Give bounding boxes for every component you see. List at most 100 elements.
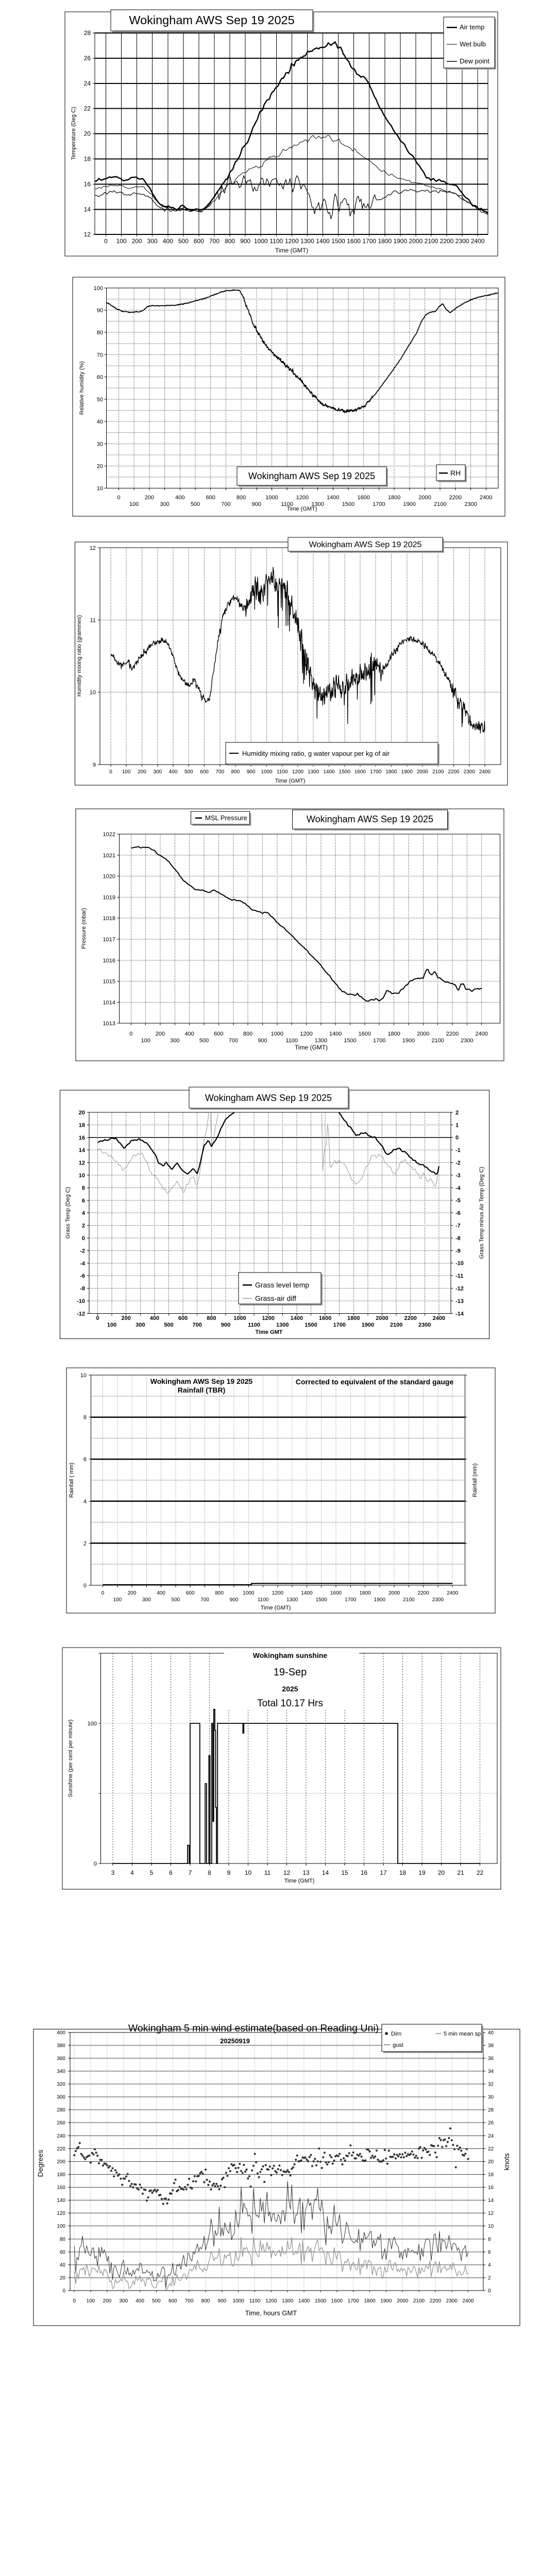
- svg-text:20: 20: [438, 1869, 445, 1876]
- svg-text:2100: 2100: [425, 238, 438, 245]
- svg-text:60: 60: [97, 375, 103, 381]
- svg-text:14: 14: [84, 206, 91, 213]
- svg-text:0: 0: [117, 495, 120, 501]
- svg-text:2100: 2100: [432, 769, 444, 775]
- svg-text:4: 4: [488, 2262, 491, 2268]
- svg-text:-10: -10: [455, 1261, 464, 1267]
- svg-text:2400: 2400: [480, 495, 492, 501]
- svg-text:300: 300: [170, 1038, 179, 1044]
- svg-text:Time (GMT): Time (GMT): [275, 778, 306, 784]
- svg-text:1800: 1800: [387, 1031, 400, 1037]
- svg-text:1600: 1600: [357, 495, 369, 501]
- svg-text:2: 2: [83, 1540, 87, 1547]
- svg-text:13: 13: [302, 1869, 310, 1876]
- svg-text:22: 22: [477, 1869, 484, 1876]
- svg-text:1900: 1900: [374, 1597, 386, 1603]
- svg-text:12: 12: [283, 1869, 291, 1876]
- svg-text:1900: 1900: [380, 2298, 392, 2304]
- svg-text:100: 100: [87, 2298, 95, 2304]
- svg-text:Time (GMT): Time (GMT): [287, 506, 317, 512]
- svg-text:1900: 1900: [401, 769, 413, 775]
- svg-text:100: 100: [122, 769, 131, 775]
- svg-text:1800: 1800: [359, 1590, 371, 1596]
- svg-text:Time, hours GMT: Time, hours GMT: [245, 2309, 297, 2317]
- svg-text:2400: 2400: [447, 1590, 459, 1596]
- svg-text:1800: 1800: [385, 769, 397, 775]
- svg-text:500: 500: [184, 769, 193, 775]
- svg-text:600: 600: [168, 2298, 177, 2304]
- svg-text:1014: 1014: [103, 999, 115, 1006]
- svg-text:1800: 1800: [364, 2298, 376, 2304]
- svg-text:16: 16: [84, 180, 91, 188]
- svg-text:1000: 1000: [233, 2298, 245, 2304]
- svg-text:400: 400: [185, 1031, 194, 1037]
- svg-text:2400: 2400: [433, 1315, 445, 1321]
- svg-text:2200: 2200: [418, 1590, 430, 1596]
- svg-text:1700: 1700: [348, 2298, 360, 2304]
- svg-text:Air temp: Air temp: [460, 23, 484, 31]
- svg-text:800: 800: [243, 1031, 252, 1037]
- svg-text:1200: 1200: [265, 2298, 277, 2304]
- svg-text:40: 40: [60, 2262, 66, 2268]
- svg-text:600: 600: [194, 238, 204, 245]
- svg-text:70: 70: [97, 352, 103, 358]
- svg-text:22: 22: [84, 105, 91, 112]
- svg-text:0: 0: [455, 1135, 459, 1141]
- svg-text:-10: -10: [77, 1298, 85, 1304]
- svg-text:1400: 1400: [291, 1315, 303, 1321]
- svg-text:38: 38: [488, 2043, 494, 2048]
- svg-text:1500: 1500: [315, 2298, 327, 2304]
- svg-text:300: 300: [160, 501, 169, 507]
- svg-text:1400: 1400: [298, 2298, 310, 2304]
- svg-text:17: 17: [380, 1869, 387, 1876]
- svg-text:400: 400: [169, 769, 178, 775]
- svg-text:2400: 2400: [471, 238, 485, 245]
- svg-text:100: 100: [107, 1322, 116, 1328]
- svg-text:80: 80: [60, 2236, 66, 2242]
- svg-text:800: 800: [231, 769, 240, 775]
- svg-text:900: 900: [258, 1038, 267, 1044]
- svg-text:1000: 1000: [233, 1315, 246, 1321]
- svg-text:900: 900: [252, 501, 261, 507]
- svg-text:200: 200: [103, 2298, 112, 2304]
- svg-text:RH: RH: [450, 469, 461, 477]
- svg-text:Time (GMT): Time (GMT): [295, 1044, 328, 1051]
- svg-text:1400: 1400: [323, 769, 335, 775]
- svg-text:700: 700: [215, 769, 224, 775]
- svg-text:120: 120: [57, 2211, 65, 2216]
- svg-text:2400: 2400: [475, 1031, 487, 1037]
- svg-text:34: 34: [488, 2069, 494, 2075]
- svg-text:-9: -9: [455, 1248, 461, 1254]
- svg-text:22: 22: [488, 2146, 494, 2152]
- svg-text:-12: -12: [455, 1286, 464, 1292]
- svg-text:1300: 1300: [315, 1038, 327, 1044]
- svg-text:9: 9: [93, 762, 96, 768]
- svg-text:0: 0: [62, 2289, 65, 2294]
- svg-text:6: 6: [488, 2249, 491, 2255]
- svg-text:-12: -12: [77, 1311, 85, 1317]
- svg-text:Grass level temp: Grass level temp: [255, 1281, 309, 1289]
- svg-text:20: 20: [488, 2159, 494, 2165]
- svg-text:Sunshine (per cent per minute): Sunshine (per cent per minute): [67, 1719, 74, 1797]
- svg-text:10: 10: [97, 486, 103, 492]
- svg-text:1600: 1600: [359, 1031, 371, 1037]
- svg-text:10: 10: [488, 2224, 494, 2229]
- svg-text:1900: 1900: [402, 1038, 415, 1044]
- svg-text:900: 900: [221, 1322, 230, 1328]
- svg-text:500: 500: [164, 1322, 173, 1328]
- svg-text:500: 500: [172, 1597, 180, 1603]
- svg-text:1900: 1900: [362, 1322, 374, 1328]
- svg-text:200: 200: [122, 1315, 131, 1321]
- svg-text:100: 100: [141, 1038, 150, 1044]
- svg-text:-4: -4: [80, 1261, 86, 1267]
- svg-text:20: 20: [79, 1110, 85, 1116]
- svg-text:300: 300: [136, 1322, 145, 1328]
- svg-text:1100: 1100: [277, 769, 288, 775]
- svg-text:24: 24: [84, 80, 91, 87]
- svg-text:1000: 1000: [261, 769, 273, 775]
- svg-text:400: 400: [150, 1315, 159, 1321]
- svg-text:Total 10.17 Hrs: Total 10.17 Hrs: [257, 1698, 323, 1709]
- svg-text:-1: -1: [455, 1147, 461, 1154]
- svg-text:Corrected to equivalent of the: Corrected to equivalent of the standard …: [296, 1378, 454, 1386]
- svg-text:1500: 1500: [339, 769, 351, 775]
